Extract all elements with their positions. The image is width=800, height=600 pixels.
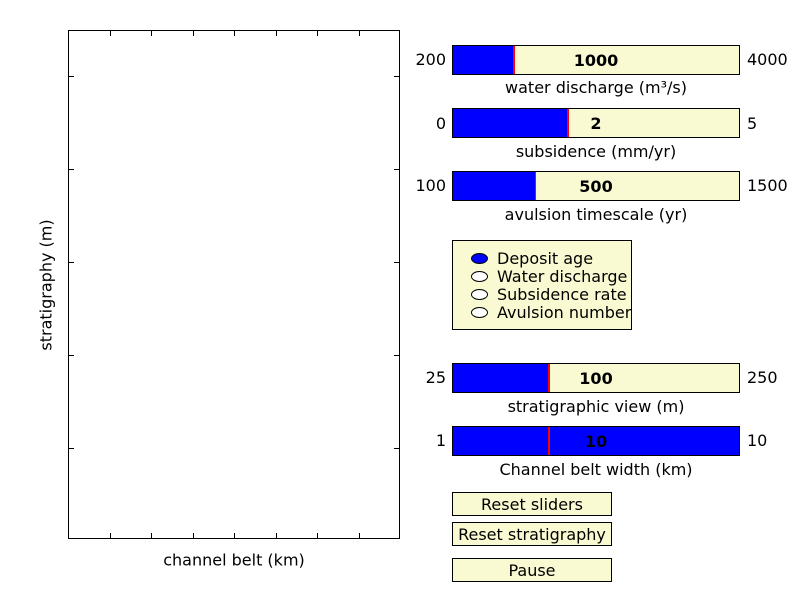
y-tick-left — [69, 262, 74, 263]
water-discharge-max: 4000 — [747, 50, 788, 69]
strat-view-label: stratigraphic view (m) — [507, 397, 685, 416]
radio-label: Deposit age — [497, 248, 594, 268]
x-axis-label: channel belt (km) — [163, 550, 305, 570]
x-tick-top — [359, 31, 360, 36]
y-axis-label: stratigraphy (m) — [36, 219, 56, 351]
water-discharge-min: 200 — [415, 50, 446, 69]
y-tick-left — [69, 169, 74, 170]
subsidence-min: 0 — [435, 114, 446, 133]
stratigraphy-plot — [68, 30, 400, 539]
radio-label: Subsidence rate — [497, 284, 627, 304]
avulsion-max: 1500 — [747, 176, 788, 195]
avulsion-value: 500 — [579, 176, 613, 196]
subsidence-label: subsidence (mm/yr) — [515, 142, 677, 161]
pause-button[interactable]: Pause — [452, 558, 612, 582]
radio-unselected-icon — [471, 306, 488, 318]
y-tick-right — [394, 76, 399, 77]
radio-option-avulsion-number[interactable]: Avulsion number — [471, 302, 632, 322]
y-tick-right — [394, 169, 399, 170]
x-tick-top — [234, 31, 235, 36]
strat-view-slider[interactable]: 100 — [452, 363, 740, 393]
belt-width-value: 10 — [584, 431, 608, 451]
radio-label: Avulsion number — [497, 302, 632, 322]
x-tick-top — [110, 31, 111, 36]
radio-unselected-icon — [471, 270, 488, 282]
water-discharge-value: 1000 — [573, 50, 619, 70]
slider-fill — [453, 172, 535, 200]
x-tick-bottom — [151, 533, 152, 538]
slider-marker — [548, 427, 550, 455]
x-tick-bottom — [317, 533, 318, 538]
reset-sliders-button[interactable]: Reset sliders — [452, 492, 612, 516]
strat-view-max: 250 — [747, 368, 778, 387]
x-tick-bottom — [359, 533, 360, 538]
belt-width-slider[interactable]: 10 — [452, 426, 740, 456]
x-tick-top — [193, 31, 194, 36]
slider-marker — [513, 46, 515, 74]
y-tick-left — [69, 355, 74, 356]
slider-marker — [534, 172, 537, 200]
color-mode-radio-group: Deposit age Water discharge Subsidence r… — [452, 240, 632, 330]
slider-fill — [453, 427, 739, 455]
avulsion-min: 100 — [415, 176, 446, 195]
x-tick-bottom — [276, 533, 277, 538]
x-tick-top — [276, 31, 277, 36]
y-tick-left — [69, 76, 74, 77]
y-tick-right — [394, 448, 399, 449]
belt-width-max: 10 — [747, 431, 768, 450]
y-tick-right — [394, 355, 399, 356]
subsidence-slider[interactable]: 2 — [452, 108, 740, 138]
water-discharge-label: water discharge (m³/s) — [505, 78, 687, 97]
y-tick-left — [69, 448, 74, 449]
avulsion-slider[interactable]: 500 — [452, 171, 740, 201]
strat-view-value: 100 — [579, 368, 613, 388]
strat-view-min: 25 — [425, 368, 446, 387]
subsidence-max: 5 — [747, 114, 758, 133]
slider-marker — [567, 109, 569, 137]
x-tick-bottom — [110, 533, 111, 538]
x-tick-bottom — [234, 533, 235, 538]
reset-stratigraphy-button[interactable]: Reset stratigraphy — [452, 522, 612, 546]
x-tick-top — [317, 31, 318, 36]
radio-option-water-discharge[interactable]: Water discharge — [471, 266, 628, 286]
radio-option-subsidence-rate[interactable]: Subsidence rate — [471, 284, 627, 304]
radio-unselected-icon — [471, 288, 488, 300]
x-tick-top — [151, 31, 152, 36]
x-tick-bottom — [193, 533, 194, 538]
belt-width-label: Channel belt width (km) — [499, 460, 693, 479]
slider-fill — [453, 46, 514, 74]
radio-label: Water discharge — [497, 266, 628, 286]
belt-width-min: 1 — [435, 431, 446, 450]
slider-marker — [548, 364, 550, 392]
slider-fill — [453, 109, 568, 137]
subsidence-value: 2 — [590, 113, 602, 133]
y-tick-right — [394, 262, 399, 263]
slider-fill — [453, 364, 549, 392]
avulsion-label: avulsion timescale (yr) — [504, 205, 688, 224]
radio-option-deposit-age[interactable]: Deposit age — [471, 248, 594, 268]
water-discharge-slider[interactable]: 1000 — [452, 45, 740, 75]
radio-selected-icon — [471, 252, 488, 264]
